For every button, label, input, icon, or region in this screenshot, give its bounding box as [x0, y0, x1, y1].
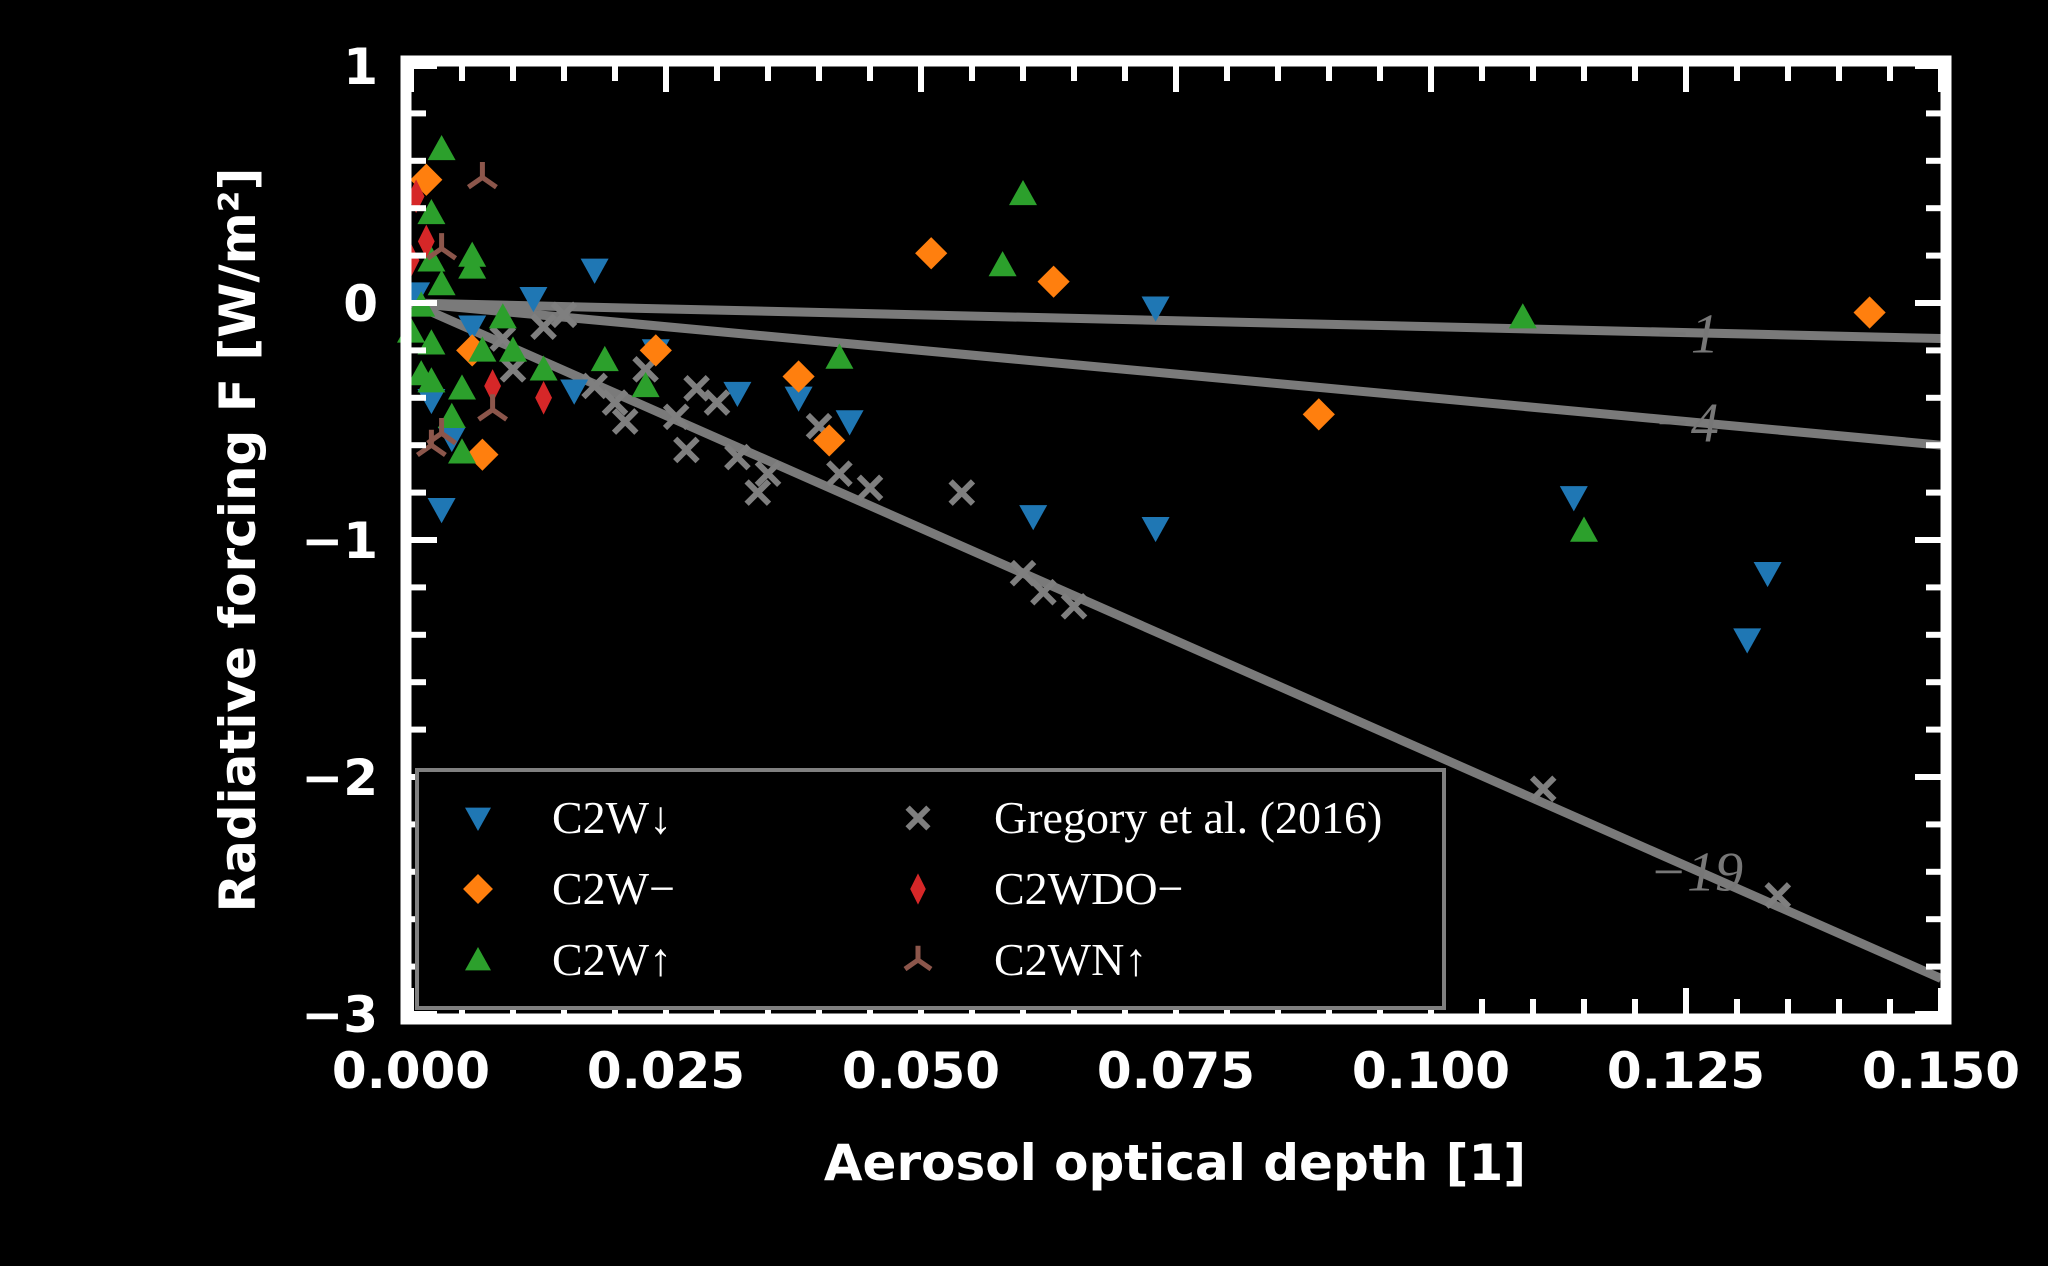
legend: C2W↓ C2W− C2W↑ Gregory et al. (2016) C2WDO− C…: [417, 770, 1444, 1008]
x-tick-label: 0.100: [1352, 1042, 1510, 1100]
reference-line-label-2: −19: [1649, 841, 1743, 903]
x-axis-title: Aerosol optical depth [1]: [824, 1134, 1526, 1192]
legend-label: C2W↓: [552, 792, 672, 843]
x-tick-label: 0.125: [1607, 1042, 1765, 1100]
y-tick-label: −3: [301, 986, 378, 1044]
reference-line-label-0: −1: [1653, 304, 1719, 366]
legend-label: C2W↑: [552, 934, 672, 985]
y-axis-title: Radiative forcing F [W/m²]: [209, 168, 267, 913]
x-tick-label: 0.050: [842, 1042, 1000, 1100]
x-tick-label: 0.025: [587, 1042, 745, 1100]
y-tick-label: −2: [301, 749, 378, 807]
legend-label: C2W−: [552, 863, 675, 914]
y-tick-label: 1: [343, 38, 378, 96]
x-tick-label: 0.075: [1097, 1042, 1255, 1100]
y-tick-label: 0: [343, 275, 378, 333]
reference-line-label-1: −4: [1653, 393, 1719, 455]
legend-label: C2WN↑: [994, 934, 1147, 985]
y-tick-label: −1: [301, 512, 378, 570]
legend-label: C2WDO−: [994, 863, 1183, 914]
x-tick-label: 0.150: [1862, 1042, 2020, 1100]
legend-label: Gregory et al. (2016): [994, 792, 1382, 843]
x-tick-label: 0.000: [332, 1042, 490, 1100]
